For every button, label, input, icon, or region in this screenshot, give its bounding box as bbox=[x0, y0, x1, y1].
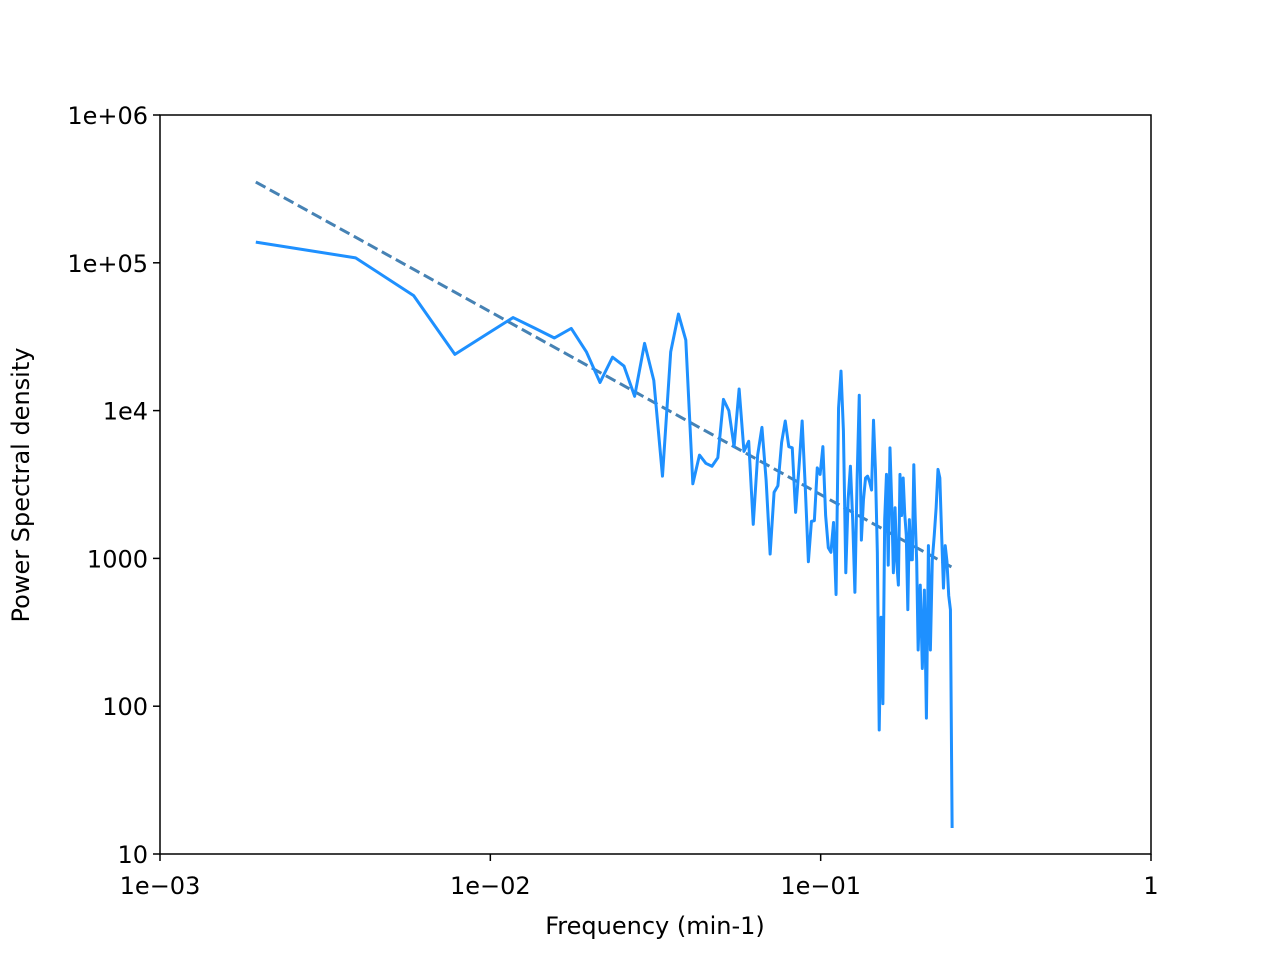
y-tick-label: 1e4 bbox=[103, 398, 148, 426]
axes-frame bbox=[159, 114, 1152, 855]
y-tick-label: 1e+06 bbox=[67, 102, 148, 130]
x-tick-label: 1 bbox=[1143, 872, 1158, 900]
plot bbox=[255, 180, 954, 828]
x-axis-label: Frequency (min-1) bbox=[545, 912, 765, 940]
x-tick-label: 1e−02 bbox=[450, 872, 531, 900]
y-tick-label: 10 bbox=[117, 841, 148, 869]
data-line bbox=[255, 240, 954, 828]
x-tick-label: 1e−01 bbox=[780, 872, 861, 900]
plot-area bbox=[160, 115, 1151, 854]
y-tick-label: 1000 bbox=[87, 545, 148, 573]
y-tick-label: 1e+05 bbox=[67, 250, 148, 278]
x-tick-label: 1e−03 bbox=[120, 872, 201, 900]
y-axis-label: Power Spectral density bbox=[7, 348, 35, 623]
y-tick-label: 100 bbox=[102, 693, 148, 721]
